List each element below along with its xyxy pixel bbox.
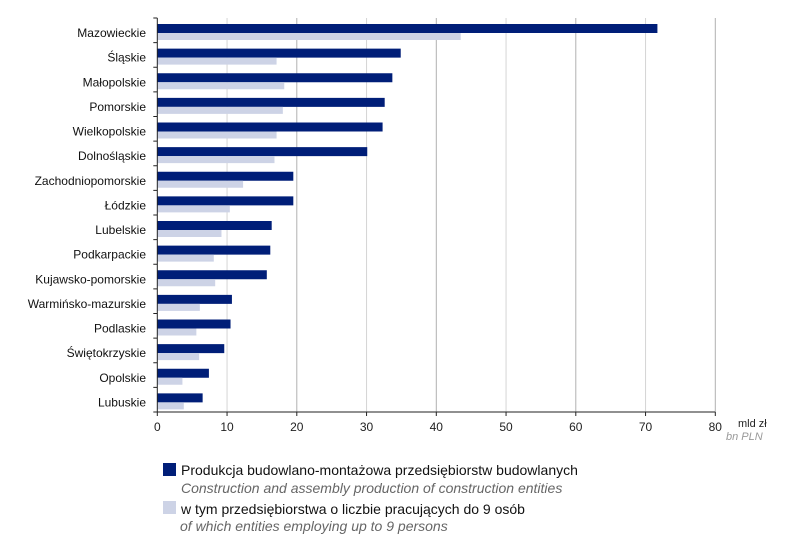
legend-label-series-1-en: Construction and assembly production of … [181, 480, 562, 496]
legend-swatch-series-1 [163, 463, 176, 476]
bar-series-1 [157, 270, 267, 280]
category-label: Mazowieckie [77, 26, 146, 40]
bar-series-1 [157, 245, 271, 255]
bar-series-2 [157, 205, 230, 213]
x-axis-unit: mld zł [738, 418, 767, 430]
bar-series-1 [157, 48, 401, 58]
category-label: Podkarpackie [73, 248, 146, 262]
bar-series-1 [157, 196, 294, 206]
x-tick-label: 20 [290, 420, 304, 434]
category-label: Dolnośląskie [78, 149, 146, 163]
bar-series-1 [157, 24, 658, 33]
bar-series-2 [157, 82, 285, 90]
category-label: Łódzkie [105, 198, 147, 212]
category-label: Opolskie [99, 371, 146, 385]
bar-series-2 [157, 106, 283, 114]
x-tick-label: 30 [360, 420, 374, 434]
bar-series-1 [157, 122, 383, 132]
x-tick-label: 70 [639, 420, 653, 434]
bar-series-1 [157, 221, 272, 230]
x-axis-unit-en: bn PLN [726, 431, 763, 443]
bar-series-2 [157, 353, 200, 361]
bar-series-2 [157, 156, 275, 164]
category-label: Lubelskie [95, 223, 146, 237]
bar-series-2 [157, 33, 461, 40]
x-tick-label: 0 [154, 420, 161, 434]
legend-label-series-1: Produkcja budowlano-montażowa przedsiębi… [181, 462, 578, 478]
bar-series-2 [157, 254, 214, 262]
bar-series-2 [157, 402, 184, 410]
x-tick-label: 60 [569, 420, 583, 434]
category-label: Zachodniopomorskie [35, 174, 147, 188]
bar-series-1 [157, 368, 209, 378]
bar-series-1 [157, 294, 232, 304]
bar-series-1 [157, 393, 203, 403]
legend-label-series-2: w tym przedsiębiorstwa o liczbie pracują… [180, 501, 525, 517]
x-tick-label: 50 [499, 420, 513, 434]
bar-series-1 [157, 97, 385, 107]
category-label: Lubuskie [98, 395, 146, 409]
legend: Produkcja budowlano-montażowa przedsiębi… [163, 462, 578, 534]
category-label: Warmińsko-mazurskie [28, 297, 147, 311]
bar-series-1 [157, 147, 368, 157]
bar-series-1 [157, 319, 231, 329]
bar-series-2 [157, 230, 222, 237]
category-label: Pomorskie [89, 100, 146, 114]
category-label: Podlaskie [94, 322, 146, 336]
legend-label-series-2-en: of which entities employing up to 9 pers… [180, 518, 448, 534]
bar-series-2 [157, 57, 277, 65]
x-tick-label: 80 [709, 420, 723, 434]
bar-series-1 [157, 344, 225, 354]
category-label: Śląskie [107, 50, 146, 65]
bar-series-2 [157, 377, 183, 385]
category-label: Świętokrzyskie [67, 345, 147, 360]
category-label: Wielkopolskie [73, 125, 147, 139]
x-tick-label: 10 [220, 420, 234, 434]
bar-series-1 [157, 171, 294, 181]
bar-series-2 [157, 131, 277, 139]
category-label: Małopolskie [83, 75, 147, 89]
x-tick-label: 40 [430, 420, 444, 434]
legend-swatch-series-2 [163, 501, 176, 514]
bar-series-1 [157, 73, 393, 83]
bar-series-2 [157, 303, 200, 311]
bar-series-2 [157, 328, 197, 336]
category-label: Kujawsko-pomorskie [35, 272, 146, 286]
bar-series-2 [157, 180, 244, 188]
bar-series-2 [157, 279, 216, 287]
